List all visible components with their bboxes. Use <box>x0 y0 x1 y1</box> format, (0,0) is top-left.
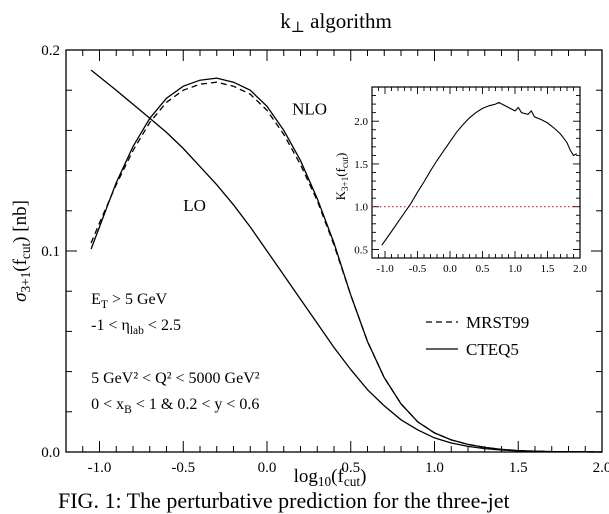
inset-x-tick-label: -1.0 <box>376 263 394 275</box>
x-tick-label: 2.0 <box>593 460 609 476</box>
inset-y-tick-label: 1.5 <box>354 159 368 171</box>
cut-label: ET > 5 GeV <box>91 291 168 311</box>
cut-label: 0 < xB < 1 & 0.2 < y < 0.6 <box>91 396 259 416</box>
x-tick-label: 0.5 <box>341 460 360 476</box>
k-factor-curve <box>381 101 578 246</box>
main-plot: -1.0 -0.5 0.0 0.5 1.0 1.5 2.0 0.0 0.1 0.2 log10(fc… <box>10 43 609 489</box>
inset-x-tick-label: -0.5 <box>409 263 427 275</box>
figure-caption: FIG. 1: The perturbative prediction for … <box>58 488 510 513</box>
inset-x-tick-label: 0.5 <box>476 263 490 275</box>
inset-x-tick-label: 0.0 <box>443 263 457 275</box>
mrst99-nlo-curve <box>90 81 603 453</box>
inset-y-tick-label: 1.0 <box>354 202 368 214</box>
x-axis-label: log10(fcut) <box>294 466 367 489</box>
legend: MRST99 CTEQ5 <box>426 313 529 359</box>
curve-annotation-nlo: NLO <box>292 99 327 118</box>
curve-annotation-lo: LO <box>183 196 206 215</box>
y-tick-label: 0.0 <box>41 445 60 461</box>
inset-y-tick-label: 2.0 <box>354 116 368 128</box>
x-tick-label: 1.5 <box>509 460 528 476</box>
legend-label-mrst99: MRST99 <box>466 313 529 332</box>
legend-label-cteq5: CTEQ5 <box>466 340 519 359</box>
inset-x-tick-label: 1.0 <box>508 263 522 275</box>
y-tick-label: 0.1 <box>41 244 60 260</box>
x-tick-label: -0.5 <box>171 460 195 476</box>
inset-y-axis-label: K3+1(fcut) <box>333 153 350 201</box>
x-tick-label: 0.0 <box>258 460 277 476</box>
inset-x-tick-label: 2.0 <box>573 263 587 275</box>
y-axis-label: σ3+1(fcut) [nb] <box>10 200 33 302</box>
y-tick-label: 0.2 <box>41 43 60 59</box>
x-tick-label: 1.0 <box>425 460 444 476</box>
x-tick-label: -1.0 <box>88 460 112 476</box>
cut-label: 5 GeV² < Q² < 5000 GeV² <box>91 370 260 387</box>
inset-x-tick-label: 1.5 <box>541 263 555 275</box>
cut-label: -1 < ηlab < 2.5 <box>91 317 181 337</box>
inset-plot: -1.0 -0.5 0.0 0.5 1.0 1.5 2.0 0.5 1.0 1.5 2.0 K3+1(… <box>333 86 587 275</box>
inset-y-tick-label: 0.5 <box>354 244 368 256</box>
chart-title: k⊥ algorithm <box>280 9 392 36</box>
